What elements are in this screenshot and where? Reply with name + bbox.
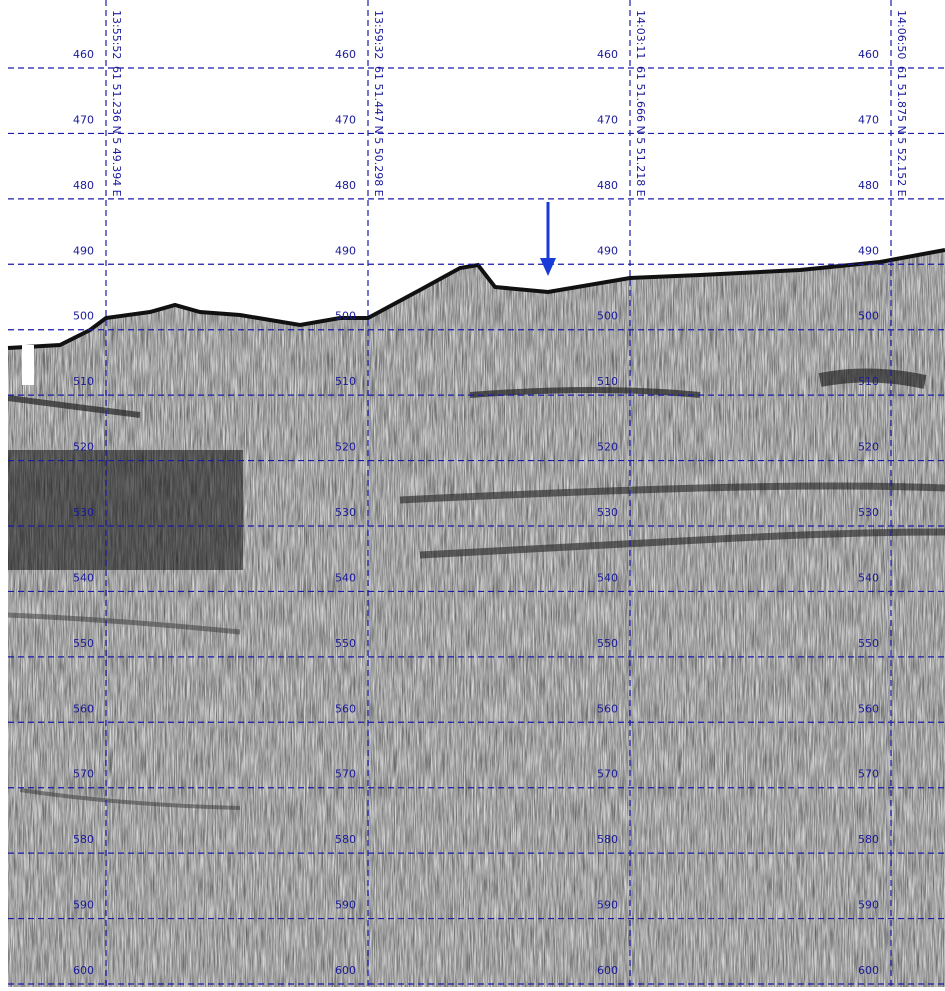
trace-time: 13:55:52 (110, 10, 123, 59)
depth-label: 570 (335, 768, 356, 781)
gap (22, 345, 34, 385)
trace-time: 13:59:32 (372, 10, 385, 59)
depth-label: 600 (73, 964, 94, 977)
depth-label: 470 (335, 113, 356, 126)
depth-label: 480 (858, 179, 879, 192)
depth-label: 520 (858, 441, 879, 454)
depth-label: 490 (335, 244, 356, 257)
depth-label: 590 (73, 899, 94, 912)
seismic-profile: 460 460 460 460 470 470 470 470 480 480 480 480 490 4… (0, 0, 945, 987)
depth-label: 580 (335, 833, 356, 846)
depth-label: 460 (73, 48, 94, 61)
trace-time: 14:06:50 (895, 10, 908, 59)
depth-label: 580 (858, 833, 879, 846)
depth-label: 590 (597, 899, 618, 912)
depth-label: 530 (597, 506, 618, 519)
depth-label: 500 (597, 310, 618, 323)
depth-label: 470 (858, 113, 879, 126)
depth-label: 600 (335, 964, 356, 977)
depth-label: 480 (335, 179, 356, 192)
depth-label: 500 (73, 310, 94, 323)
depth-label: 460 (858, 48, 879, 61)
depth-label: 490 (73, 244, 94, 257)
depth-label: 540 (73, 571, 94, 584)
depth-label: 460 (597, 48, 618, 61)
depth-label: 530 (73, 506, 94, 519)
depth-label: 480 (597, 179, 618, 192)
depth-label: 490 (858, 244, 879, 257)
depth-label: 500 (335, 310, 356, 323)
depth-label: 510 (335, 375, 356, 388)
trace-position: 61 51.666 N 5 51.218 E (634, 66, 647, 197)
depth-label: 560 (858, 702, 879, 715)
depth-label: 540 (597, 571, 618, 584)
depth-label: 570 (858, 768, 879, 781)
depth-label: 600 (597, 964, 618, 977)
depth-label: 550 (597, 637, 618, 650)
arrow (540, 202, 556, 276)
depth-label: 470 (73, 113, 94, 126)
depth-label: 590 (858, 899, 879, 912)
depth-label: 520 (73, 441, 94, 454)
depth-label: 480 (73, 179, 94, 192)
depth-label: 590 (335, 899, 356, 912)
trace-position: 61 51.236 N 5 49.394 E (110, 66, 123, 197)
depth-label: 470 (597, 113, 618, 126)
depth-label: 520 (597, 441, 618, 454)
depth-label: 490 (597, 244, 618, 257)
depth-label: 510 (73, 375, 94, 388)
depth-label: 600 (858, 964, 879, 977)
depth-label: 560 (335, 702, 356, 715)
depth-label: 510 (858, 375, 879, 388)
depth-label: 460 (335, 48, 356, 61)
depth-label: 510 (597, 375, 618, 388)
depth-label: 550 (335, 637, 356, 650)
depth-label: 560 (597, 702, 618, 715)
depth-label: 500 (858, 310, 879, 323)
depth-label: 550 (73, 637, 94, 650)
sediment (0, 240, 945, 987)
depth-label: 540 (335, 571, 356, 584)
depth-label: 580 (73, 833, 94, 846)
depth-label: 520 (335, 441, 356, 454)
depth-label: 530 (335, 506, 356, 519)
depth-label: 540 (858, 571, 879, 584)
depth-label: 530 (858, 506, 879, 519)
trace-position: 61 51.875 N 5 52.152 E (895, 66, 908, 197)
depth-label: 570 (597, 768, 618, 781)
depth-label: 560 (73, 702, 94, 715)
trace-position: 61 51.447 N 5 50.298 E (372, 66, 385, 197)
depth-label: 570 (73, 768, 94, 781)
trace-time: 14:03:11 (634, 10, 647, 59)
depth-label: 550 (858, 637, 879, 650)
depth-label: 580 (597, 833, 618, 846)
